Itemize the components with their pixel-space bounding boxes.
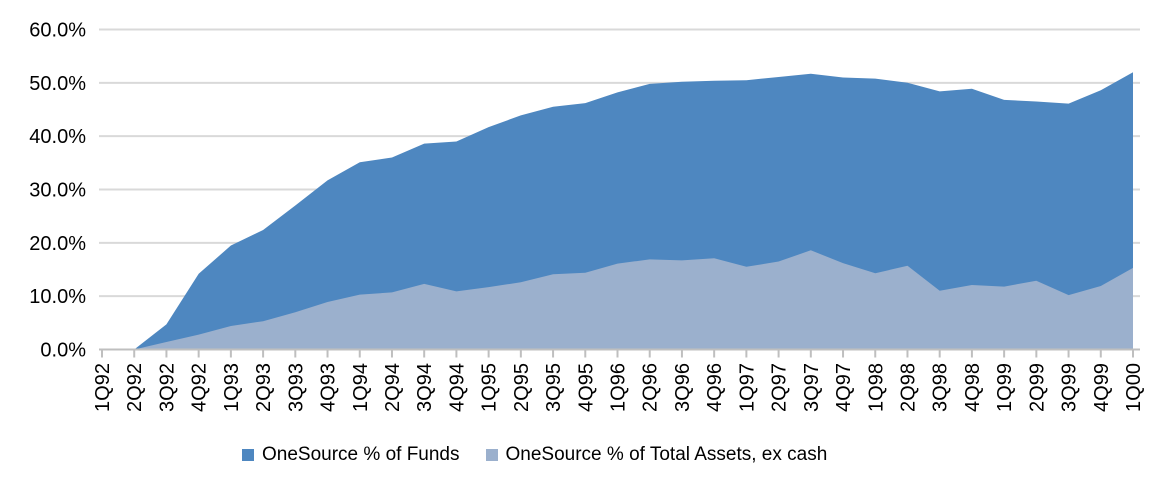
y-axis-tick-label: 10.0%: [29, 286, 86, 308]
x-axis-tick-label: 2Q98: [897, 363, 919, 412]
y-axis-tick-label: 30.0%: [29, 180, 86, 202]
y-axis-tick-label: 20.0%: [29, 233, 86, 255]
x-axis-tick-label: 4Q94: [446, 363, 468, 412]
x-axis-tick-label: 4Q93: [318, 363, 340, 412]
chart-legend: OneSource % of Funds OneSource % of Tota…: [242, 444, 827, 466]
x-axis-tick-label: 1Q93: [221, 363, 243, 412]
x-axis-tick-label: 1Q92: [92, 363, 114, 412]
x-axis-tick-label: 4Q96: [704, 363, 726, 412]
x-axis-tick-label: 1Q97: [736, 363, 758, 412]
x-axis-tick-label: 2Q94: [382, 363, 404, 412]
y-axis-tick-label: 50.0%: [29, 73, 86, 95]
legend-label-assets: OneSource % of Total Assets, ex cash: [505, 444, 828, 465]
x-axis-tick-label: 4Q98: [962, 363, 984, 412]
x-axis-tick-label: 1Q96: [608, 363, 630, 412]
x-axis-tick-label: 3Q93: [285, 363, 307, 412]
plot-area: 0.0% 10.0% 20.0% 30.0% 40.0% 50.0% 60.0% 1Q92 2Q…: [29, 20, 1145, 412]
x-axis-tick-label: 3Q98: [930, 363, 952, 412]
y-axis-tick-label: 0.0%: [40, 340, 86, 362]
x-axis-tick-label: 2Q92: [124, 363, 146, 412]
x-axis-tick-label: 2Q97: [769, 363, 791, 412]
x-axis-tick-label: 3Q99: [1059, 363, 1081, 412]
x-axis-tick-label: 2Q93: [253, 363, 275, 412]
x-axis-tick-label: 3Q95: [543, 363, 565, 412]
x-axis-tick-label: 3Q94: [414, 363, 436, 412]
x-axis-tick-label: 4Q97: [833, 363, 855, 412]
x-axis-tick-label: 1Q95: [479, 363, 501, 412]
x-axis-tick-label: 1Q94: [350, 363, 372, 412]
x-axis-tick-label: 4Q95: [575, 363, 597, 412]
x-axis-tick-label: 3Q96: [672, 363, 694, 412]
y-axis-tick-label: 40.0%: [29, 126, 86, 148]
x-axis-tick-label: 3Q97: [801, 363, 823, 412]
legend-item-assets: OneSource % of Total Assets, ex cash: [485, 444, 828, 466]
x-axis-tick-label: 2Q95: [511, 363, 533, 412]
x-axis-tick-label: 4Q99: [1091, 363, 1113, 412]
legend-swatch-funds-icon: [242, 449, 254, 461]
x-axis-tick-label: 2Q96: [640, 363, 662, 412]
legend-item-funds: OneSource % of Funds: [242, 444, 460, 466]
x-axis-tick-label: 4Q92: [189, 363, 211, 412]
x-axis-tick-label: 2Q99: [1026, 363, 1048, 412]
legend-label-funds: OneSource % of Funds: [262, 444, 460, 465]
area-series-assets: [102, 250, 1133, 350]
x-axis-tick-label: 3Q92: [156, 363, 178, 412]
x-axis-tick-label: 1Q00: [1123, 363, 1145, 412]
x-axis-tick-label: 1Q98: [865, 363, 887, 412]
y-axis-tick-label: 60.0%: [29, 20, 86, 42]
legend-swatch-assets-icon: [485, 449, 498, 461]
x-axis-tick-label: 1Q99: [994, 363, 1016, 412]
